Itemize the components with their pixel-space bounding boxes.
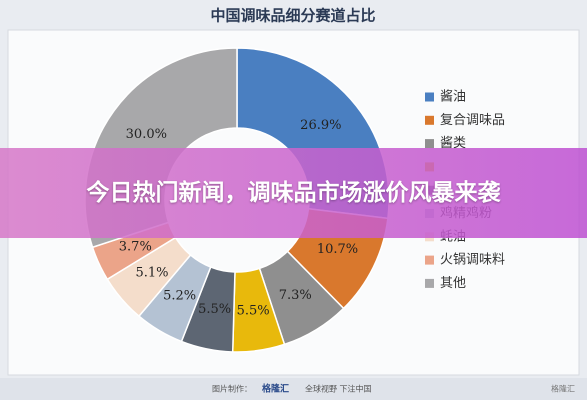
data-label: 30.0% [126, 127, 167, 142]
data-label: 3.7% [119, 239, 152, 254]
data-label: 5.5% [198, 302, 231, 317]
data-label: 10.7% [317, 242, 358, 257]
data-label: 5.5% [237, 303, 270, 318]
footer-bar [0, 378, 587, 400]
footer-slogan: 全球视野 下注中国 [305, 384, 372, 394]
footer-maker: 图片制作： [212, 384, 252, 394]
data-label: 26.9% [300, 118, 341, 133]
legend-swatch [425, 255, 434, 265]
legend-label: 复合调味品 [440, 113, 505, 128]
legend-label: 酱油 [440, 90, 466, 105]
legend-label: 其他 [440, 276, 466, 291]
legend-swatch [425, 278, 434, 288]
data-label: 7.3% [279, 288, 312, 303]
headline: 今日热门新闻，调味品市场涨价风暴来袭 [86, 180, 501, 206]
legend-swatch [425, 115, 434, 125]
legend-label: 酱类 [440, 136, 466, 151]
watermark: 格隆汇 [551, 384, 575, 394]
news-banner: 今日热门新闻，调味品市场涨价风暴来袭 [0, 148, 587, 238]
footer-brand: 格隆汇 [262, 383, 289, 395]
legend-swatch [425, 92, 434, 102]
data-label: 5.2% [163, 289, 196, 304]
chart-title: 中国调味品细分赛道占比 [210, 7, 375, 25]
legend-label: 火锅调味料 [440, 252, 505, 268]
legend-swatch [425, 139, 434, 149]
data-label: 5.1% [135, 265, 168, 280]
